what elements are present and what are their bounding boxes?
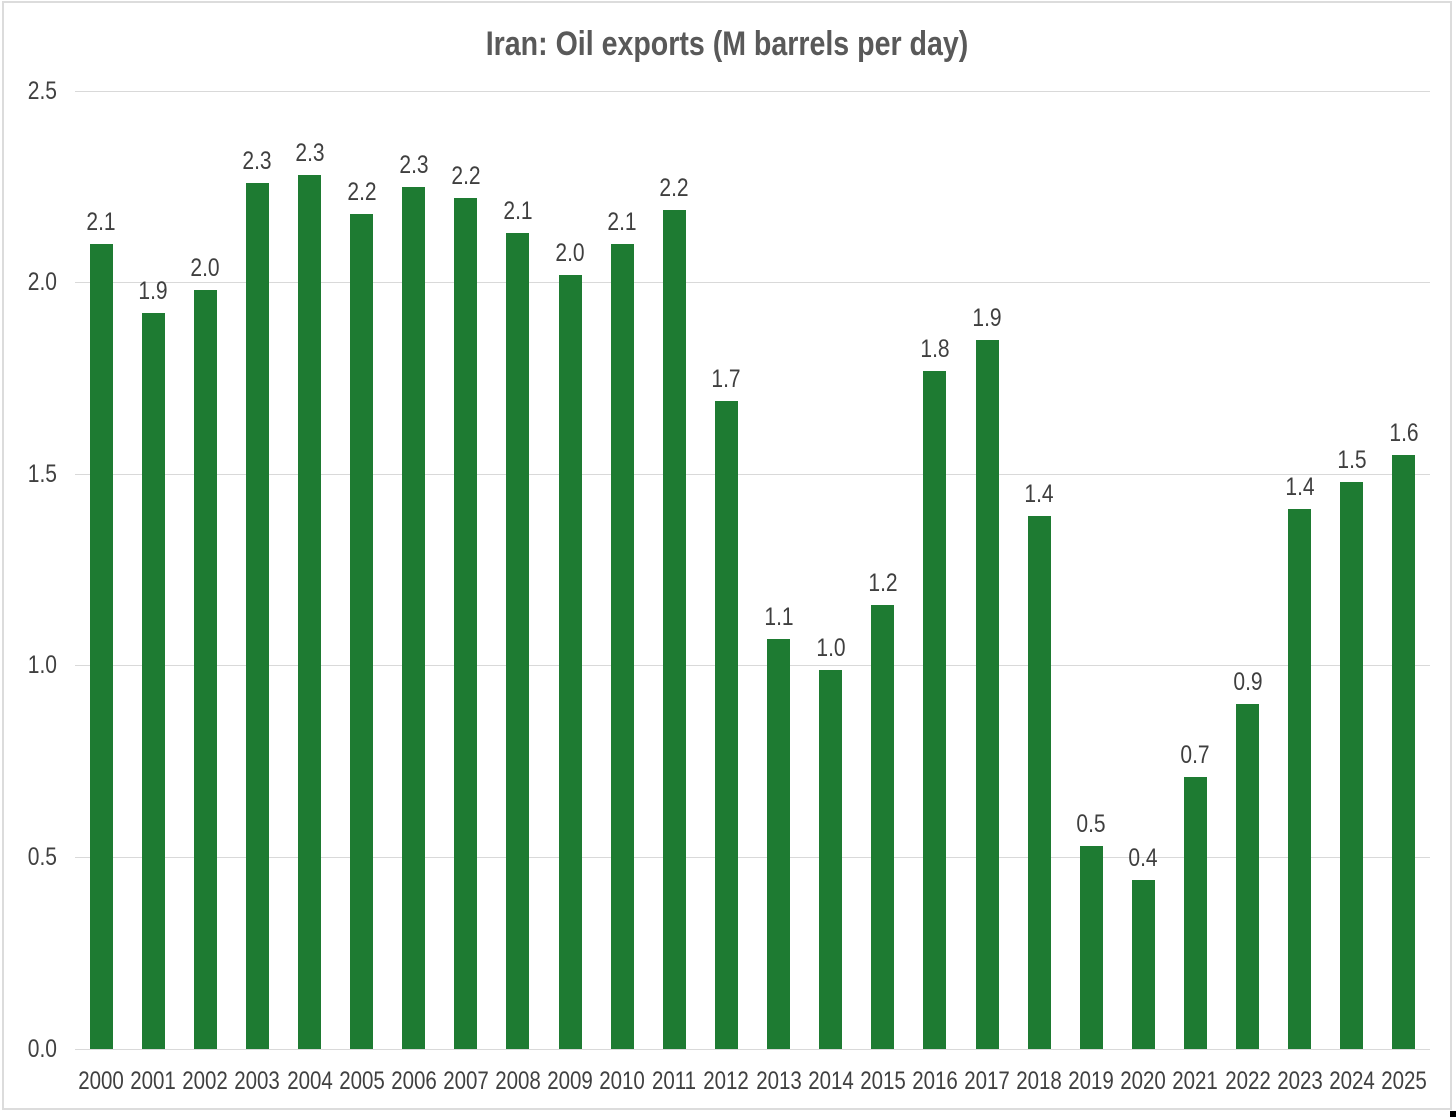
bar-2009 xyxy=(558,274,582,1049)
bar-value-label: 2.0 xyxy=(555,238,585,267)
y-tick-label: 0.5 xyxy=(27,842,57,871)
bar-value-label: 1.8 xyxy=(920,334,950,363)
bar-2010 xyxy=(610,244,634,1049)
bar-2000 xyxy=(89,244,113,1049)
x-tick-label: 2004 xyxy=(286,1067,333,1095)
bar-2012 xyxy=(714,401,738,1049)
bar-2021 xyxy=(1183,776,1207,1049)
bar-value-label: 2.2 xyxy=(451,162,481,191)
bar-value-label: 1.4 xyxy=(1285,472,1315,501)
bar-2016 xyxy=(923,370,947,1049)
x-tick-label: 2017 xyxy=(964,1067,1010,1095)
x-tick-label: 2024 xyxy=(1329,1067,1375,1095)
bar-2023 xyxy=(1288,508,1312,1049)
bar-2002 xyxy=(193,290,217,1049)
y-tick-label: 1.5 xyxy=(27,459,57,488)
x-tick-label: 2005 xyxy=(338,1067,385,1095)
bar-value-label: 2.2 xyxy=(347,177,377,206)
x-tick-label: 2006 xyxy=(390,1067,437,1095)
y-tick-label: 2.5 xyxy=(27,76,57,105)
bar-2007 xyxy=(454,198,478,1049)
bar-value-label: 1.2 xyxy=(868,568,898,597)
bar-value-label: 1.0 xyxy=(816,633,846,662)
bar-2025 xyxy=(1392,455,1416,1049)
y-tick-label: 1.0 xyxy=(27,651,57,680)
x-tick-label: 2000 xyxy=(78,1067,124,1095)
bar-value-label: 2.3 xyxy=(294,139,325,168)
x-tick-label: 2023 xyxy=(1276,1067,1323,1095)
gridline xyxy=(75,282,1430,284)
x-tick-label: 2018 xyxy=(1016,1067,1062,1095)
bar-2022 xyxy=(1236,704,1260,1049)
x-tick-label: 2013 xyxy=(755,1067,802,1095)
bar-2014 xyxy=(819,669,843,1049)
x-tick-label: 2021 xyxy=(1172,1067,1219,1095)
gridline xyxy=(75,90,1430,92)
bar-value-label: 0.5 xyxy=(1076,809,1106,838)
bar-2003 xyxy=(245,182,269,1049)
bar-value-label: 0.9 xyxy=(1232,668,1263,697)
gridline xyxy=(75,856,1430,858)
plot-area: 2.5 2.0 1.5 1.0 0.5 0.0 2.1 2000 1.9 2001 2.0 2002 2… xyxy=(28,78,1430,1095)
gridline xyxy=(75,1048,1430,1050)
x-tick-label: 2012 xyxy=(703,1067,750,1095)
x-tick-label: 2016 xyxy=(912,1067,958,1095)
bar-2011 xyxy=(662,209,686,1049)
x-tick-label: 2002 xyxy=(182,1067,229,1095)
x-tick-label: 2020 xyxy=(1120,1067,1167,1095)
bar-value-label: 2.2 xyxy=(659,173,689,202)
gridline xyxy=(75,473,1430,475)
x-tick-label: 2015 xyxy=(859,1067,906,1095)
x-tick-label: 2019 xyxy=(1068,1067,1115,1095)
bar-value-label: 2.3 xyxy=(242,146,272,175)
x-tick-label: 2008 xyxy=(495,1067,541,1095)
bar-2001 xyxy=(141,313,165,1049)
x-tick-label: 2003 xyxy=(234,1067,281,1095)
x-tick-label: 2011 xyxy=(652,1067,697,1095)
bar-2013 xyxy=(767,638,791,1049)
bar-value-label: 1.6 xyxy=(1389,419,1419,448)
x-tick-label: 2007 xyxy=(443,1067,489,1095)
bar-2018 xyxy=(1027,516,1051,1049)
bar-value-label: 1.7 xyxy=(711,365,742,394)
bar-value-label: 2.0 xyxy=(190,254,220,283)
bar-value-label: 2.1 xyxy=(607,208,637,237)
chart-title: Iran: Oil exports (M barrels per day) xyxy=(485,25,969,63)
bar-2004 xyxy=(298,175,322,1049)
bar-2019 xyxy=(1079,845,1103,1049)
x-tick-label: 2010 xyxy=(599,1067,646,1095)
gridline xyxy=(75,665,1430,667)
bar-value-label: 1.4 xyxy=(1024,480,1054,509)
x-tick-label: 2025 xyxy=(1381,1067,1427,1095)
bar-value-label: 0.4 xyxy=(1128,844,1158,873)
x-tick-label: 2001 xyxy=(130,1067,176,1095)
bar-2017 xyxy=(975,340,999,1049)
bar-value-label: 1.5 xyxy=(1337,445,1367,474)
bar-value-label: 1.1 xyxy=(763,602,794,631)
bar-value-label: 0.7 xyxy=(1180,740,1211,769)
bar-2015 xyxy=(871,604,895,1049)
y-tick-label: 2.0 xyxy=(27,268,57,297)
cursor-artifact xyxy=(1450,1111,1456,1117)
bar-2006 xyxy=(402,186,426,1049)
bar-value-label: 2.1 xyxy=(503,196,533,225)
bar-value-label: 1.9 xyxy=(972,304,1002,333)
y-tick-label: 0.0 xyxy=(27,1034,57,1063)
bar-value-label: 2.3 xyxy=(399,150,429,179)
x-tick-label: 2022 xyxy=(1224,1067,1271,1095)
bar-value-label: 1.9 xyxy=(138,277,168,306)
bar-2020 xyxy=(1131,880,1155,1049)
x-tick-label: 2009 xyxy=(547,1067,593,1095)
bar-2024 xyxy=(1340,481,1364,1049)
bar-2008 xyxy=(506,232,530,1049)
bar-value-label: 2.1 xyxy=(86,208,116,237)
bar-2005 xyxy=(350,213,374,1049)
x-tick-label: 2014 xyxy=(807,1067,854,1095)
